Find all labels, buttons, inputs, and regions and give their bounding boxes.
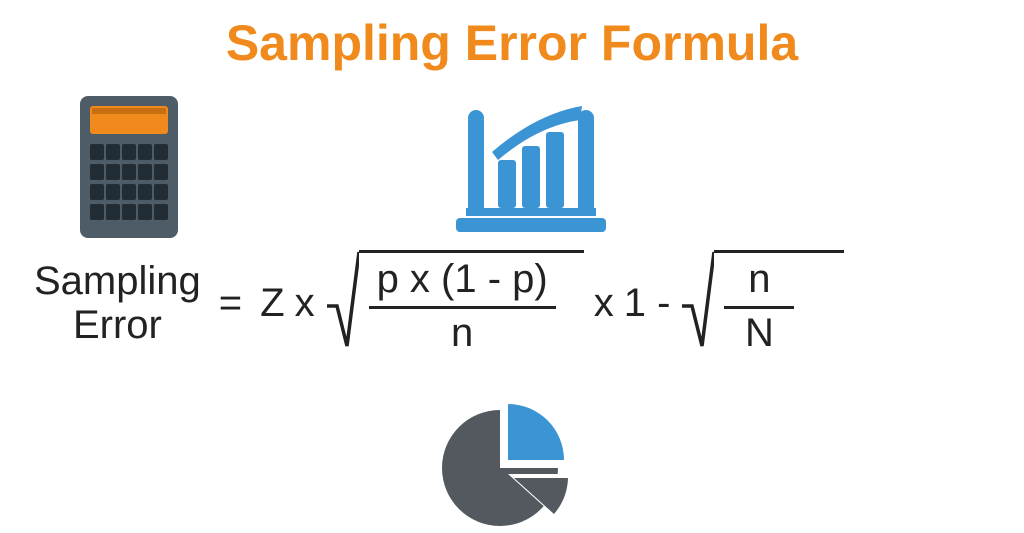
lhs-line2: Error: [73, 303, 162, 347]
frac2-num: n: [724, 257, 794, 309]
sqrt-2: n N: [680, 250, 844, 356]
lhs-line1: Sampling: [34, 259, 201, 303]
barchart-icon: [446, 100, 616, 245]
radicand-2: n N: [714, 250, 844, 356]
radical-icon: [680, 250, 714, 350]
page-title: Sampling Error Formula: [0, 0, 1024, 72]
formula: Sampling Error = Z x p x (1 - p) n x 1 -…: [34, 250, 844, 356]
equals-sign: =: [219, 281, 242, 326]
calculator-icon: [74, 92, 184, 247]
piechart-icon: [430, 398, 580, 533]
radicand-1: p x (1 - p) n: [359, 250, 584, 356]
formula-lhs: Sampling Error: [34, 259, 201, 347]
times-1: x: [295, 281, 315, 326]
times-2: x: [594, 281, 614, 326]
z-symbol: Z: [260, 281, 284, 326]
frac1-den: n: [451, 309, 473, 356]
frac1-num: p x (1 - p): [369, 257, 556, 309]
between-text: 1 -: [624, 281, 671, 326]
frac2-den: N: [745, 309, 774, 356]
radical-icon: [325, 250, 359, 350]
sqrt-1: p x (1 - p) n: [325, 250, 584, 356]
